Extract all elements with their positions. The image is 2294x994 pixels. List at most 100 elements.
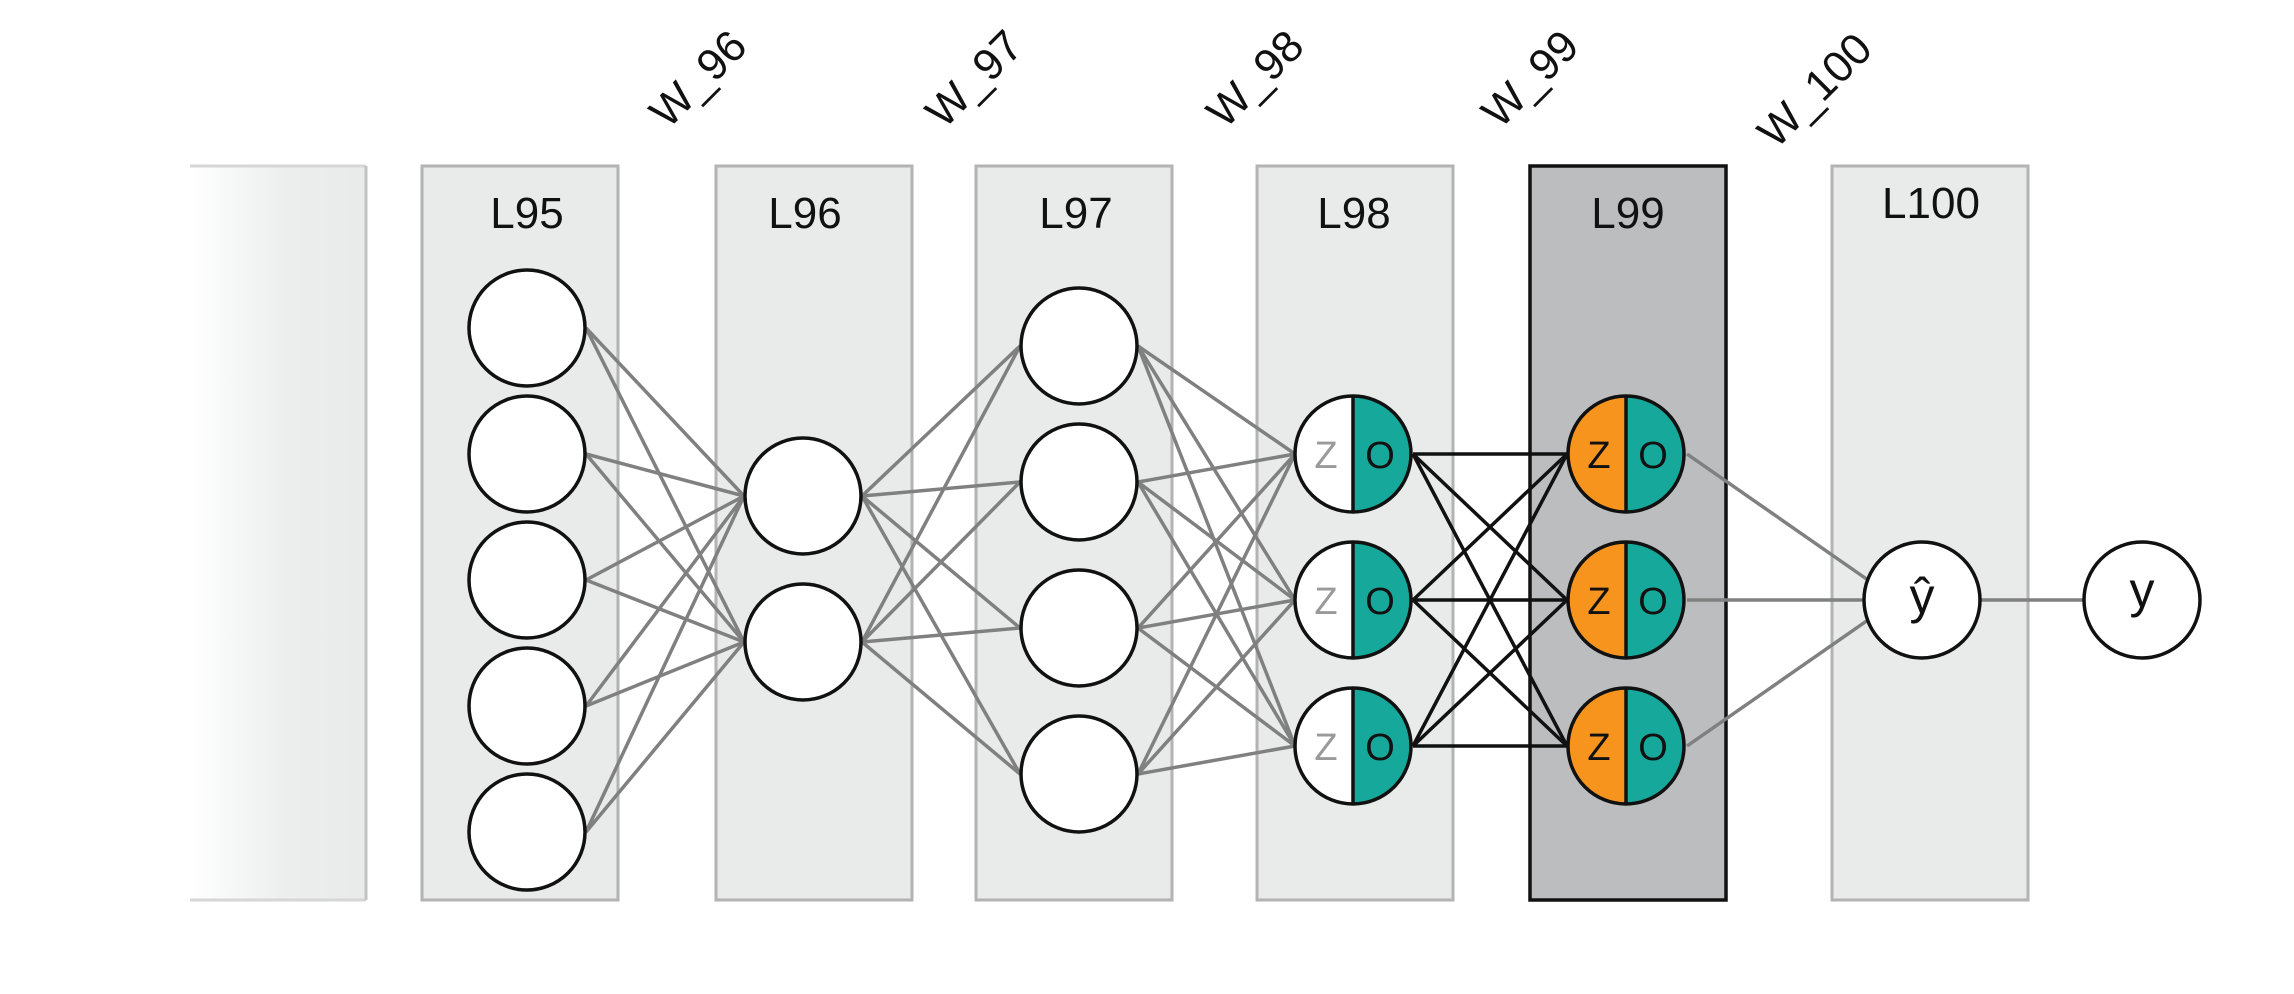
layer-title-l98: L98: [1317, 189, 1390, 238]
prediction-node: ŷ: [1862, 540, 1982, 660]
o-half: [1626, 542, 1684, 658]
layer-nodes-l97: [1019, 286, 1139, 834]
neuron: [743, 436, 863, 556]
z-label: Z: [1314, 581, 1337, 623]
prediction-circle: [1862, 540, 1982, 660]
edge: [1411, 598, 1569, 748]
edge: [585, 640, 745, 708]
neuron: [467, 268, 587, 388]
edge-group-w100: [1686, 452, 2084, 748]
weight-label-w100: W_100: [1748, 24, 1881, 157]
o-label: O: [1365, 727, 1395, 769]
target-circle: [2082, 540, 2202, 660]
faded-previous-layer: [190, 166, 366, 900]
z-label: Z: [1587, 727, 1610, 769]
edge-group-w98: [1136, 344, 1297, 776]
edge: [584, 452, 746, 644]
edge: [1411, 453, 1569, 747]
o-label: O: [1638, 727, 1668, 769]
edge: [1686, 618, 1869, 748]
neuron: [1019, 714, 1139, 834]
target-node: y: [2082, 540, 2202, 660]
o-half: [1353, 688, 1411, 804]
neuron: [467, 520, 587, 640]
prediction-label: ŷ: [1910, 568, 1935, 624]
split-neuron: Z O: [1293, 686, 1413, 806]
split-neuron: Z O: [1566, 686, 1686, 806]
edge: [861, 626, 1021, 644]
layer-title-l99: L99: [1591, 189, 1664, 238]
layer-title-l96: L96: [768, 189, 841, 238]
layer-title-l100: L100: [1882, 179, 1980, 228]
edge: [1136, 345, 1297, 747]
o-label: O: [1365, 581, 1395, 623]
split-neuron: Z O: [1566, 394, 1686, 514]
z-label: Z: [1587, 435, 1610, 477]
edge: [861, 480, 1021, 498]
edge-group-w96: [584, 326, 746, 834]
edge: [860, 345, 1022, 643]
target-label: y: [2130, 562, 2155, 618]
weight-label-w98: W_98: [1197, 21, 1313, 137]
edge: [860, 640, 1022, 776]
o-half: [1353, 542, 1411, 658]
edge: [585, 494, 745, 582]
edge: [1411, 452, 1569, 602]
z-label: Z: [1314, 727, 1337, 769]
edge: [584, 640, 746, 834]
edge: [1137, 344, 1296, 456]
layer-nodes-l96: [743, 436, 863, 702]
split-neuron: Z O: [1293, 394, 1413, 514]
edge: [1137, 744, 1296, 776]
o-label: O: [1638, 581, 1668, 623]
neuron: [1019, 286, 1139, 406]
edge: [584, 495, 746, 833]
split-neuron: Z O: [1293, 540, 1413, 660]
z-half: [1568, 688, 1626, 804]
o-half: [1626, 688, 1684, 804]
layer-nodes-l98: Z O Z O Z O: [1293, 394, 1413, 806]
z-half: [1295, 688, 1353, 804]
neuron: [743, 582, 863, 702]
edge: [1136, 453, 1297, 775]
layer-title-l95: L95: [490, 189, 563, 238]
o-label: O: [1638, 435, 1668, 477]
neuron: [1019, 422, 1139, 542]
weight-label-w99: W_99: [1472, 21, 1588, 137]
neuron: [467, 394, 587, 514]
layer-nodes-l99: Z O Z O Z O: [1566, 394, 1686, 806]
edge-group-w99: [1411, 452, 1569, 748]
layer-title-l97: L97: [1039, 189, 1112, 238]
o-label: O: [1365, 435, 1395, 477]
layer-box-l100: [1830, 164, 2030, 902]
layer-nodes-l95: [467, 268, 587, 892]
neuron: [1019, 568, 1139, 688]
edge: [1137, 452, 1296, 484]
edge: [860, 480, 1022, 644]
edge: [1686, 452, 1869, 582]
z-half: [1295, 396, 1353, 512]
edge: [860, 344, 1022, 498]
z-half: [1568, 542, 1626, 658]
edge: [1136, 345, 1297, 601]
edge: [585, 452, 745, 498]
layer-box-l99: [1528, 164, 1728, 902]
z-label: Z: [1587, 581, 1610, 623]
edge: [585, 578, 745, 644]
edge: [584, 327, 746, 643]
edge-group-w97: [860, 344, 1022, 776]
z-label: Z: [1314, 435, 1337, 477]
o-half: [1353, 396, 1411, 512]
z-half: [1568, 396, 1626, 512]
edge: [1136, 452, 1297, 630]
split-neuron: Z O: [1566, 540, 1686, 660]
edge: [584, 326, 746, 498]
weight-label-w96: W_96: [640, 21, 756, 137]
z-half: [1295, 542, 1353, 658]
weight-label-w97: W_97: [916, 21, 1032, 137]
edge: [584, 494, 746, 708]
neuron: [467, 772, 587, 892]
o-half: [1626, 396, 1684, 512]
edge: [1136, 598, 1297, 776]
